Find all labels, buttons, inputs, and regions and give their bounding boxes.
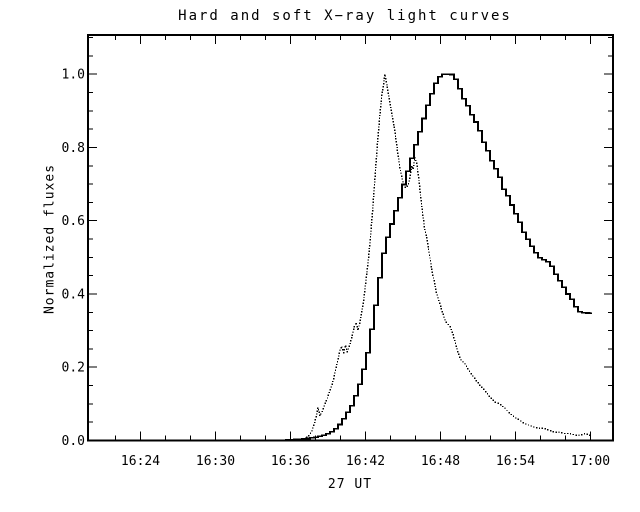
y-tick-label: 0.0 — [62, 434, 85, 449]
y-tick-label: 0.4 — [62, 287, 86, 302]
y-tick-label: 1.0 — [62, 68, 85, 83]
x-tick-label: 16:24 — [121, 454, 160, 469]
axis-ticks — [89, 36, 612, 441]
soft-xray-series — [88, 73, 592, 442]
x-tick-label: 16:42 — [346, 454, 385, 469]
x-tick-label: 16:48 — [421, 454, 460, 469]
x-tick-label: 17:00 — [571, 454, 610, 469]
x-tick-label: 16:36 — [271, 454, 310, 469]
y-tick-labels: 0.0 0.2 0.4 0.6 0.8 1.0 — [62, 68, 86, 449]
x-tick-label: 16:30 — [196, 454, 235, 469]
x-tick-label: 16:54 — [496, 454, 535, 469]
hard-xray-series — [303, 74, 591, 440]
plot-frame — [87, 34, 614, 442]
x-axis-title: 27 UT — [327, 477, 373, 492]
y-tick-label: 0.6 — [62, 214, 85, 229]
y-tick-label: 0.2 — [62, 361, 85, 376]
chart-title: Hard and soft X−ray light curves — [178, 8, 512, 24]
x-tick-labels: 16:24 16:30 16:36 16:42 16:48 16:54 17:00 — [121, 454, 610, 469]
y-tick-label: 0.8 — [62, 141, 85, 156]
